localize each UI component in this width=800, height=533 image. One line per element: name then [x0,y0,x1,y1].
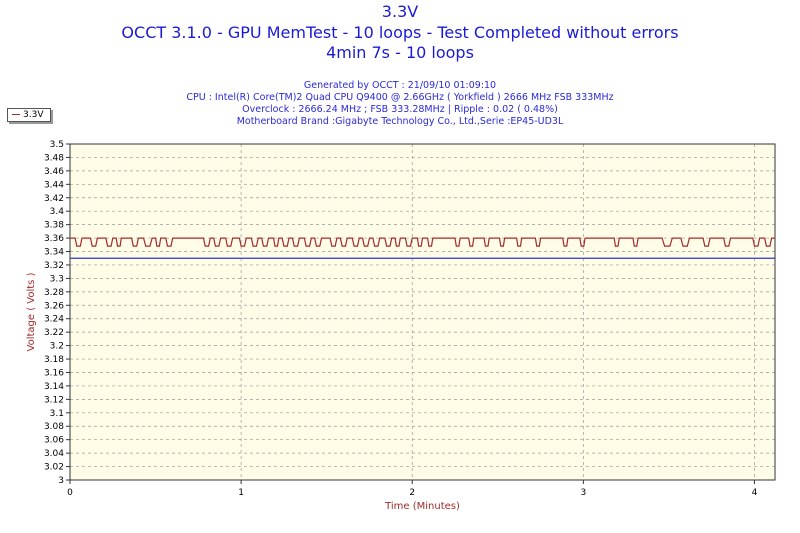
y-tick-label: 3.28 [44,288,64,298]
x-tick-label: 0 [67,488,73,498]
plot-border [69,143,776,481]
x-axis-label: Time (Minutes) [384,501,460,512]
info-motherboard: Motherboard Brand :Gigabyte Technology C… [236,116,564,127]
y-tick-label: 3.08 [44,422,64,432]
chart-title: 3.3V [381,2,419,21]
info-overclock: Overclock : 2666.24 MHz ; FSB 333.28MHz … [242,104,558,115]
y-tick-label: 3.12 [44,395,64,405]
y-tick-label: 3.5 [50,140,64,150]
info-generated: Generated by OCCT : 21/09/10 01:09:10 [303,80,497,91]
y-tick-label: 3 [58,476,64,486]
chart-subtitle-duration: 4min 7s - 10 loops [326,43,474,62]
y-tick-label: 3.38 [44,221,64,231]
x-tick-label: 1 [238,488,244,498]
y-tick-label: 3.14 [44,382,64,392]
y-tick-label: 3.34 [44,248,64,258]
y-tick-label: 3.16 [44,368,64,378]
series-line-3-3v [70,237,775,247]
y-tick-label: 3.44 [44,180,64,190]
chart-legend: 3.3V [7,108,51,122]
chart-subtitle-test: OCCT 3.1.0 - GPU MemTest - 10 loops - Te… [121,23,679,42]
x-tick-label: 4 [752,488,758,498]
y-axis-ticks: 3 3.02 3.04 3.06 3.08 3.1 3.12 3.14 3.16 3.18 3.2 3… [44,140,70,486]
y-tick-label: 3.04 [44,449,64,459]
grid-lines [70,144,775,480]
plot-area [70,144,775,480]
series-lines [70,237,775,259]
y-tick-label: 3.06 [44,436,64,446]
x-tick-label: 2 [409,488,415,498]
y-tick-label: 3.48 [44,153,64,163]
y-axis-label: Voltage ( Volts ) [26,272,37,351]
y-tick-label: 3.36 [44,234,64,244]
y-tick-label: 3.4 [50,207,65,217]
y-tick-label: 3.1 [50,409,64,419]
legend-swatch [12,114,20,115]
y-tick-label: 3.02 [44,463,64,473]
y-tick-label: 3.32 [44,261,64,271]
y-tick-label: 3.18 [44,355,64,365]
y-tick-label: 3.26 [44,301,64,311]
y-tick-label: 3.2 [50,342,64,352]
y-tick-label: 3.42 [44,194,64,204]
x-tick-label: 3 [580,488,586,498]
y-tick-label: 3.46 [44,167,64,177]
legend-label: 3.3V [23,110,44,120]
y-tick-label: 3.24 [44,315,64,325]
y-tick-label: 3.3 [50,274,64,284]
y-tick-label: 3.22 [44,328,64,338]
x-axis-ticks: 0 1 2 3 4 [67,480,758,498]
axes [69,143,776,481]
info-cpu: CPU : Intel(R) Core(TM)2 Quad CPU Q9400 … [186,92,614,103]
